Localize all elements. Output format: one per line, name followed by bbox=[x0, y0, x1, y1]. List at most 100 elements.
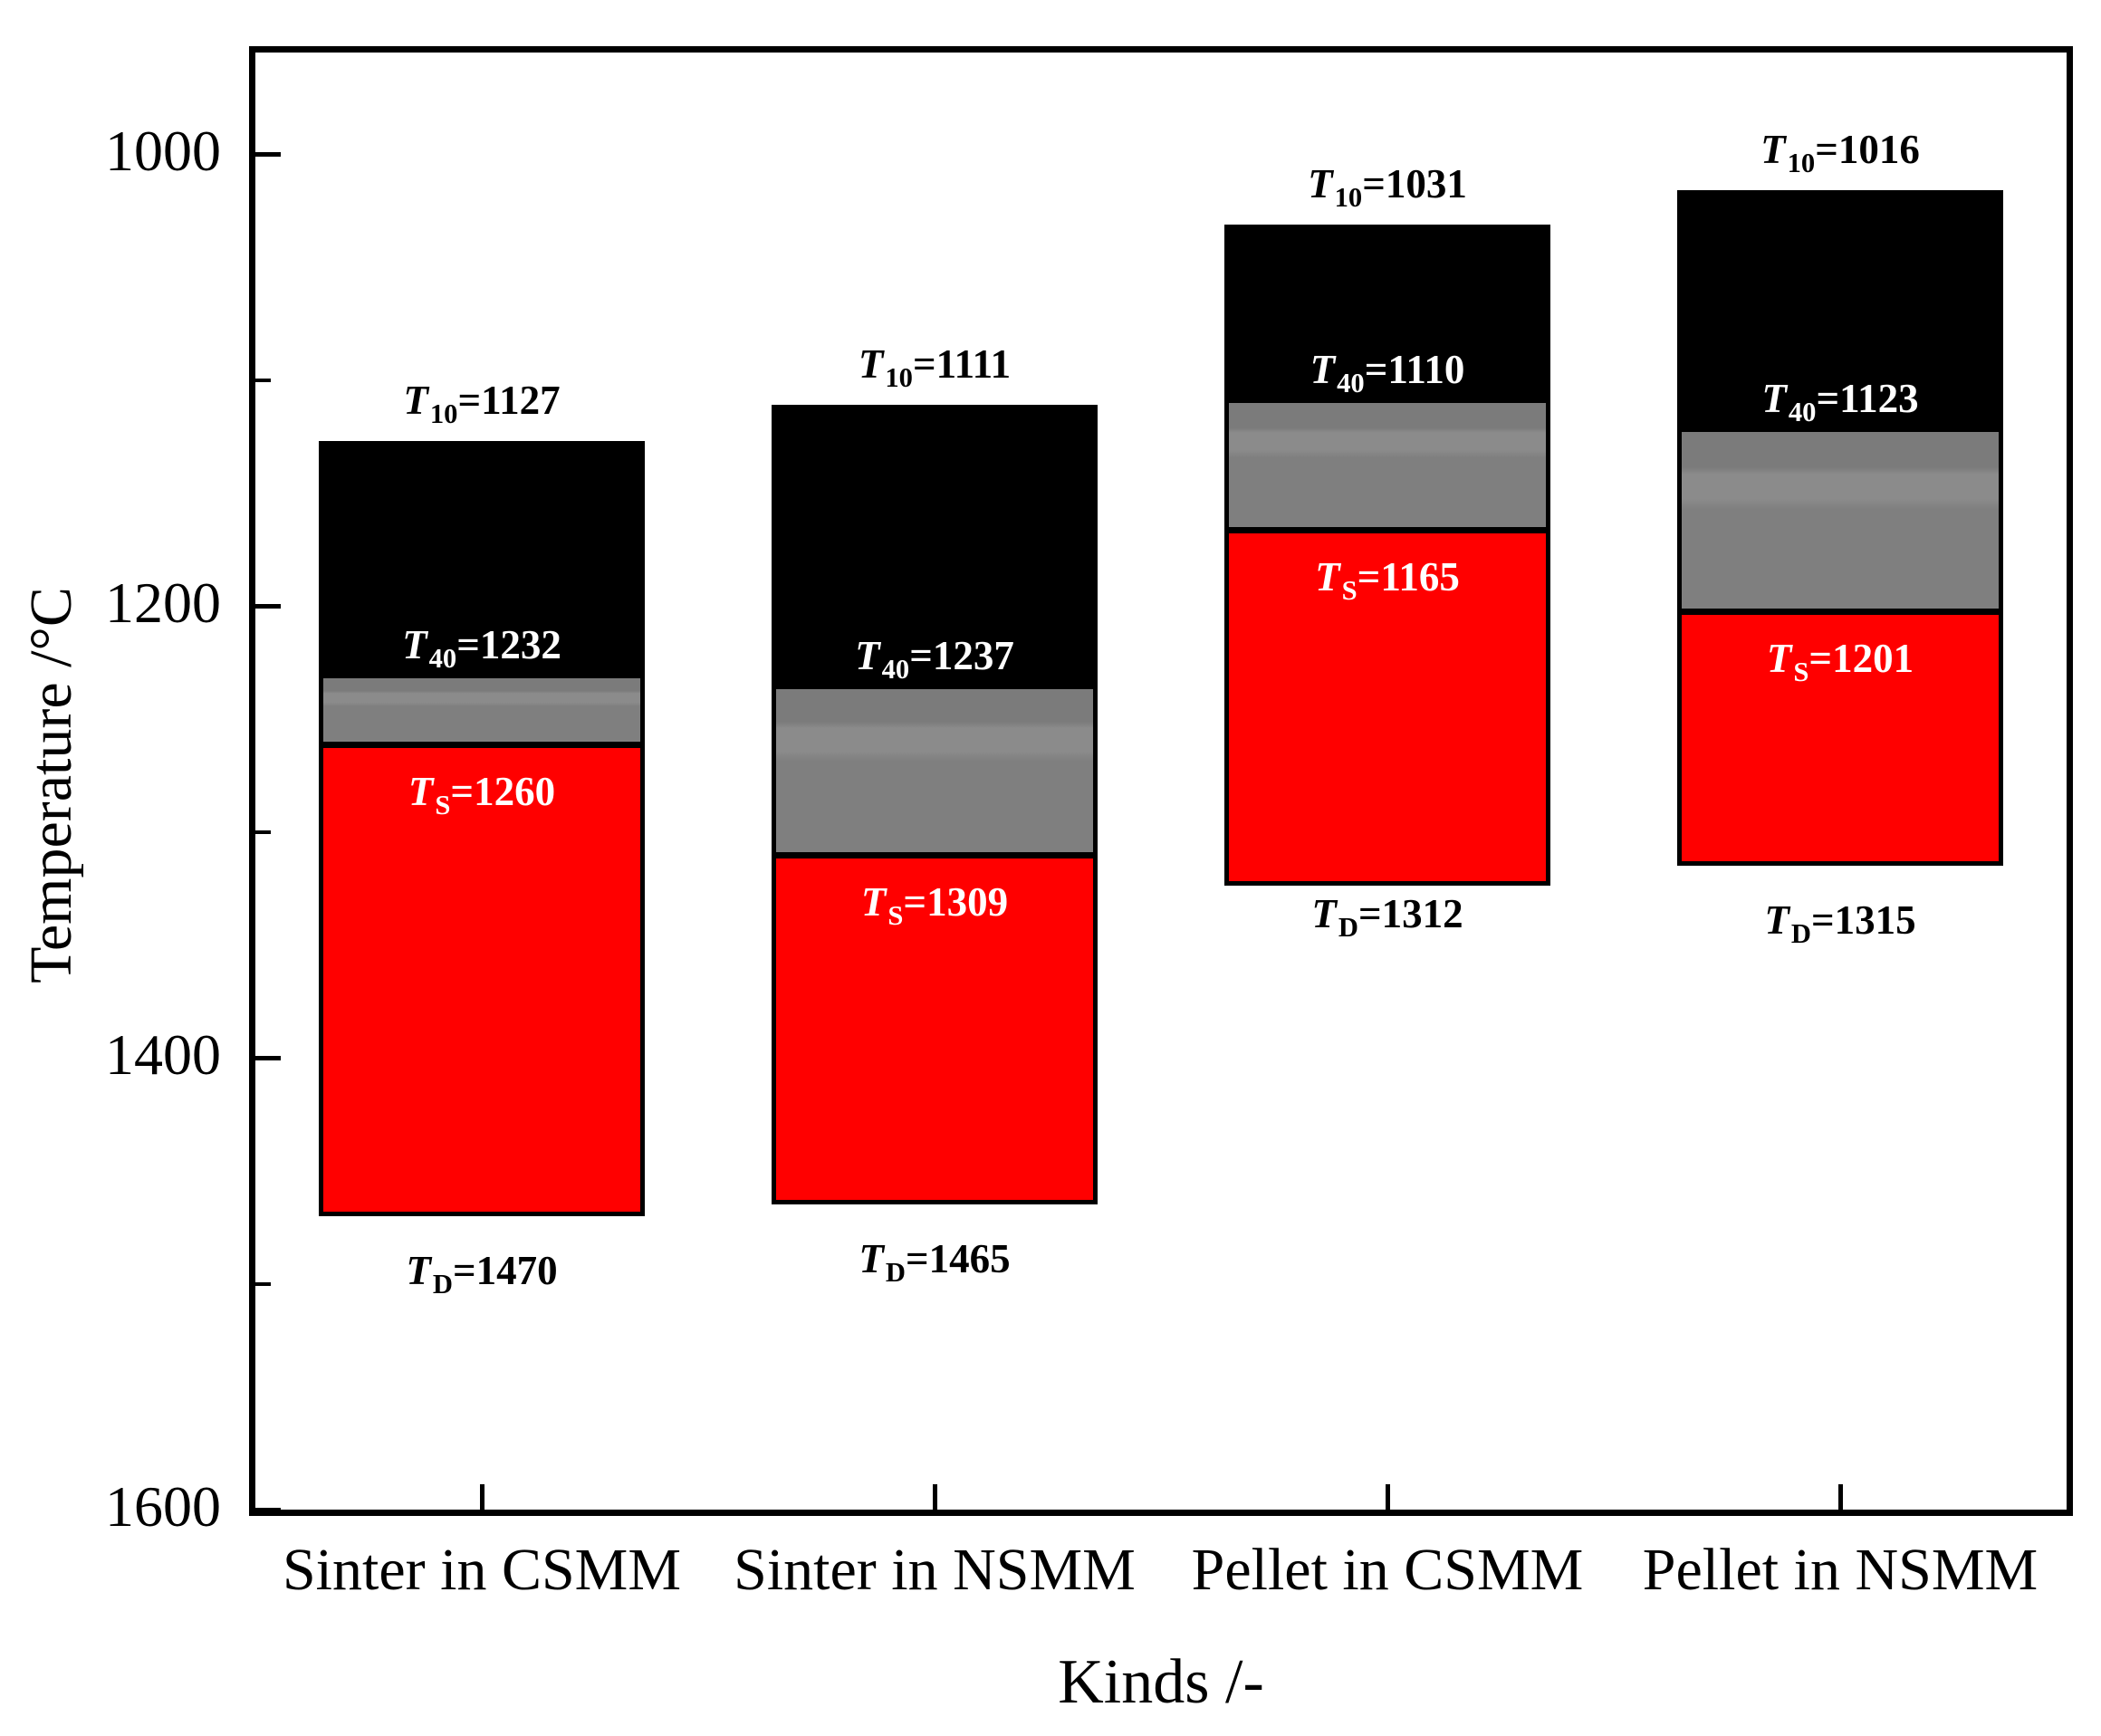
label-t40-pellet-in-csmm: T40=1110 bbox=[1310, 346, 1465, 397]
label-t10-sinter-in-nsmm: T10=1111 bbox=[858, 340, 1012, 391]
label-td-pellet-in-nsmm: TD=1315 bbox=[1764, 897, 1916, 947]
minor-y-tick bbox=[255, 830, 271, 834]
bar-sinter-in-csmm bbox=[319, 441, 645, 1216]
label-td-pellet-in-csmm: TD=1312 bbox=[1311, 890, 1463, 941]
label-t40-sinter-in-csmm: T40=1232 bbox=[402, 621, 561, 672]
major-y-tick bbox=[255, 1055, 281, 1060]
t-subscript: 10 bbox=[1334, 181, 1363, 213]
major-y-tick bbox=[255, 1507, 281, 1512]
y-axis-title: Temperature /°C bbox=[18, 587, 84, 983]
t-symbol: T bbox=[855, 633, 880, 679]
major-y-tick bbox=[255, 603, 281, 609]
segment-ts-td bbox=[1224, 526, 1550, 887]
segment-t10-t40 bbox=[1224, 224, 1550, 403]
segment-t40-ts bbox=[1677, 432, 2003, 609]
t-symbol: T bbox=[1311, 890, 1337, 936]
bar-pellet-in-csmm bbox=[1224, 224, 1550, 887]
label-t40-pellet-in-nsmm: T40=1123 bbox=[1761, 375, 1919, 426]
x-axis-title: Kinds /- bbox=[1058, 1647, 1264, 1717]
label-ts-pellet-in-nsmm: TS=1201 bbox=[1766, 635, 1914, 686]
t-subscript: D bbox=[1790, 917, 1811, 949]
segment-t10-t40 bbox=[319, 441, 645, 678]
y-tick-label: 1200 bbox=[105, 571, 221, 636]
label-t10-sinter-in-csmm: T10=1127 bbox=[403, 377, 561, 427]
segment-t10-t40 bbox=[1677, 190, 2003, 433]
t-symbol: T bbox=[860, 879, 887, 926]
t-subscript: S bbox=[1341, 574, 1357, 606]
t-subscript: 10 bbox=[429, 398, 458, 429]
y-tick-label: 1000 bbox=[105, 119, 221, 184]
label-ts-sinter-in-csmm: TS=1260 bbox=[408, 768, 556, 819]
segment-ts-td bbox=[772, 852, 1098, 1205]
t-symbol: T bbox=[1315, 553, 1340, 599]
t-value: =1312 bbox=[1357, 890, 1463, 936]
y-tick-label: 1400 bbox=[105, 1022, 221, 1088]
segment-t40-ts bbox=[1224, 402, 1550, 527]
plot-area: T10=1127 T40=1232 TS=1260 TD=1470 T10=1111 T4… bbox=[255, 53, 2067, 1512]
segment-t40-ts bbox=[772, 689, 1098, 853]
t-subscript: D bbox=[885, 1257, 906, 1288]
t-value: =1309 bbox=[903, 879, 1009, 926]
t-symbol: T bbox=[1761, 376, 1787, 422]
minor-y-tick bbox=[255, 378, 271, 382]
t-value: =1465 bbox=[905, 1236, 1011, 1282]
t-symbol: T bbox=[1764, 897, 1789, 944]
minor-y-tick bbox=[255, 1281, 271, 1286]
bar-sinter-in-nsmm bbox=[772, 405, 1098, 1205]
t-value: =1470 bbox=[452, 1247, 558, 1293]
plot-border bbox=[249, 46, 2073, 1516]
t-subscript: 40 bbox=[881, 654, 910, 686]
t-subscript: S bbox=[887, 899, 904, 931]
category-label-pellet-in-csmm: Pellet in CSMM bbox=[1191, 1537, 1584, 1603]
label-td-sinter-in-nsmm: TD=1465 bbox=[859, 1235, 1011, 1286]
label-ts-pellet-in-csmm: TS=1165 bbox=[1315, 553, 1460, 604]
x-tick bbox=[1385, 1484, 1390, 1510]
major-y-tick bbox=[255, 151, 281, 157]
t-symbol: T bbox=[1760, 127, 1786, 173]
segment-t40-ts bbox=[319, 677, 645, 742]
t-value: =1260 bbox=[450, 768, 556, 814]
t-subscript: S bbox=[435, 789, 451, 820]
t-value: =1016 bbox=[1815, 127, 1920, 173]
x-tick bbox=[479, 1484, 484, 1510]
t-value: =1111 bbox=[912, 341, 1012, 388]
t-subscript: 10 bbox=[885, 361, 913, 393]
y-tick-label: 1600 bbox=[105, 1474, 221, 1539]
t-symbol: T bbox=[1308, 160, 1333, 206]
label-ts-sinter-in-nsmm: TS=1309 bbox=[860, 878, 1009, 929]
t-symbol: T bbox=[859, 1236, 884, 1282]
label-t10-pellet-in-csmm: T10=1031 bbox=[1308, 160, 1467, 211]
t-value: =1127 bbox=[457, 378, 561, 424]
x-tick bbox=[1837, 1484, 1843, 1510]
t-subscript: 40 bbox=[1337, 367, 1365, 398]
t-value: =1165 bbox=[1357, 553, 1460, 599]
label-td-sinter-in-csmm: TD=1470 bbox=[406, 1247, 558, 1298]
t-symbol: T bbox=[403, 378, 428, 424]
category-label-pellet-in-nsmm: Pellet in NSMM bbox=[1642, 1537, 2039, 1603]
t-symbol: T bbox=[858, 341, 884, 388]
t-subscript: 40 bbox=[1788, 396, 1817, 427]
t-value: =1232 bbox=[456, 621, 561, 667]
t-symbol: T bbox=[1310, 346, 1336, 392]
t-symbol: T bbox=[408, 768, 434, 814]
t-value: =1110 bbox=[1364, 346, 1465, 392]
t-value: =1201 bbox=[1808, 635, 1914, 681]
segment-ts-td bbox=[319, 741, 645, 1216]
t-value: =1123 bbox=[1816, 376, 1919, 422]
x-tick bbox=[932, 1484, 937, 1510]
label-t40-sinter-in-nsmm: T40=1237 bbox=[855, 632, 1014, 683]
t-value: =1237 bbox=[909, 633, 1014, 679]
t-subscript: 10 bbox=[1787, 147, 1816, 178]
t-value: =1031 bbox=[1362, 160, 1467, 206]
category-label-sinter-in-csmm: Sinter in CSMM bbox=[282, 1537, 682, 1603]
t-symbol: T bbox=[402, 621, 427, 667]
t-subscript: D bbox=[1338, 911, 1358, 943]
t-symbol: T bbox=[1766, 635, 1792, 681]
t-subscript: 40 bbox=[428, 642, 457, 674]
segment-ts-td bbox=[1677, 608, 2003, 867]
t-subscript: S bbox=[1793, 656, 1809, 687]
t-value: =1315 bbox=[1810, 897, 1916, 944]
bar-pellet-in-nsmm bbox=[1677, 190, 2003, 867]
label-t10-pellet-in-nsmm: T10=1016 bbox=[1760, 126, 1920, 177]
